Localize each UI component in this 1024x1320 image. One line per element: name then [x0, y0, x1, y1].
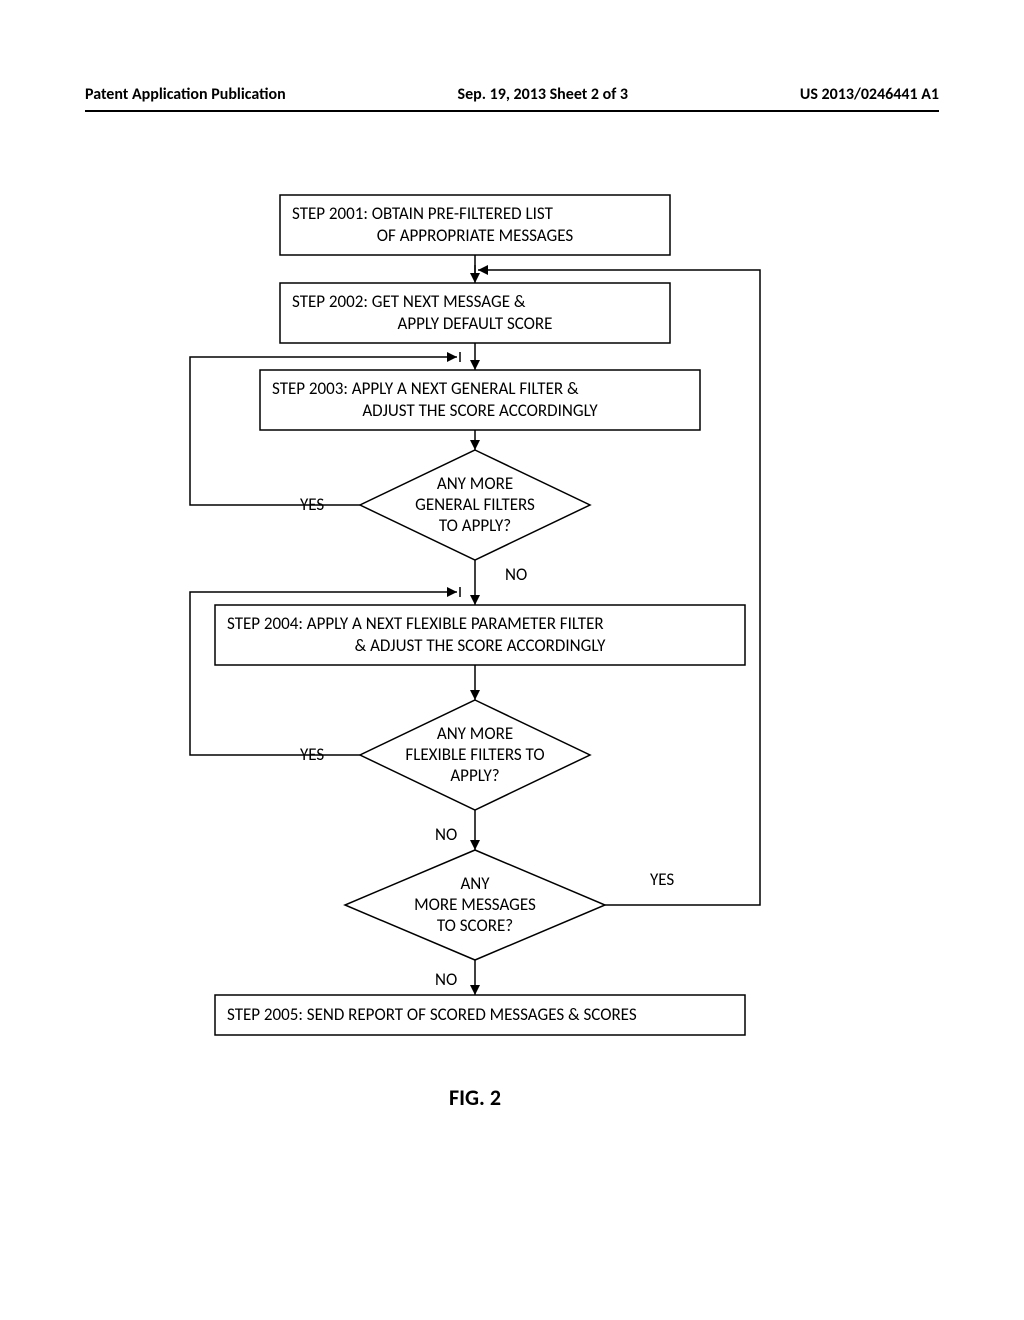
box-text: & ADJUST THE SCORE ACCORDINGLY [355, 635, 606, 656]
diamond-text: ANY MORE [437, 473, 513, 494]
edge-label-yes: YES [650, 869, 674, 890]
flowchart-canvas: YES NO YES NO YES NO STEP 2001: OBTAIN PRE-FIL… [0, 0, 1024, 1320]
edge-label-no: NO [435, 969, 457, 990]
diamond-text: MORE MESSAGES [414, 894, 536, 915]
diamond-text: TO SCORE? [437, 915, 513, 936]
box-text: APPLY DEFAULT SCORE [398, 313, 553, 334]
edge-label-yes: YES [300, 494, 324, 515]
diamond-text: FLEXIBLE FILTERS TO [405, 744, 544, 765]
box-text: STEP 2001: OBTAIN PRE-FILTERED LIST [292, 203, 554, 224]
box-text: STEP 2002: GET NEXT MESSAGE & [292, 291, 526, 312]
box-text: STEP 2005: SEND REPORT OF SCORED MESSAGE… [227, 1004, 637, 1025]
diamond-text: TO APPLY? [439, 515, 511, 536]
diamond-text: APPLY? [450, 765, 499, 786]
edge-label-no: NO [435, 824, 457, 845]
edge-label-no: NO [505, 564, 527, 585]
edge-label-yes: YES [300, 744, 324, 765]
diamond-text: ANY [460, 873, 490, 894]
box-text: STEP 2004: APPLY A NEXT FLEXIBLE PARAMET… [227, 613, 604, 634]
edge-d3-s2002 [478, 270, 760, 905]
box-text: STEP 2003: APPLY A NEXT GENERAL FILTER & [272, 378, 579, 399]
figure-label: FIG. 2 [449, 1084, 501, 1111]
box-text: ADJUST THE SCORE ACCORDINGLY [362, 400, 598, 421]
box-text: OF APPROPRIATE MESSAGES [377, 225, 574, 246]
diamond-text: GENERAL FILTERS [415, 494, 535, 515]
diamond-text: ANY MORE [437, 723, 513, 744]
